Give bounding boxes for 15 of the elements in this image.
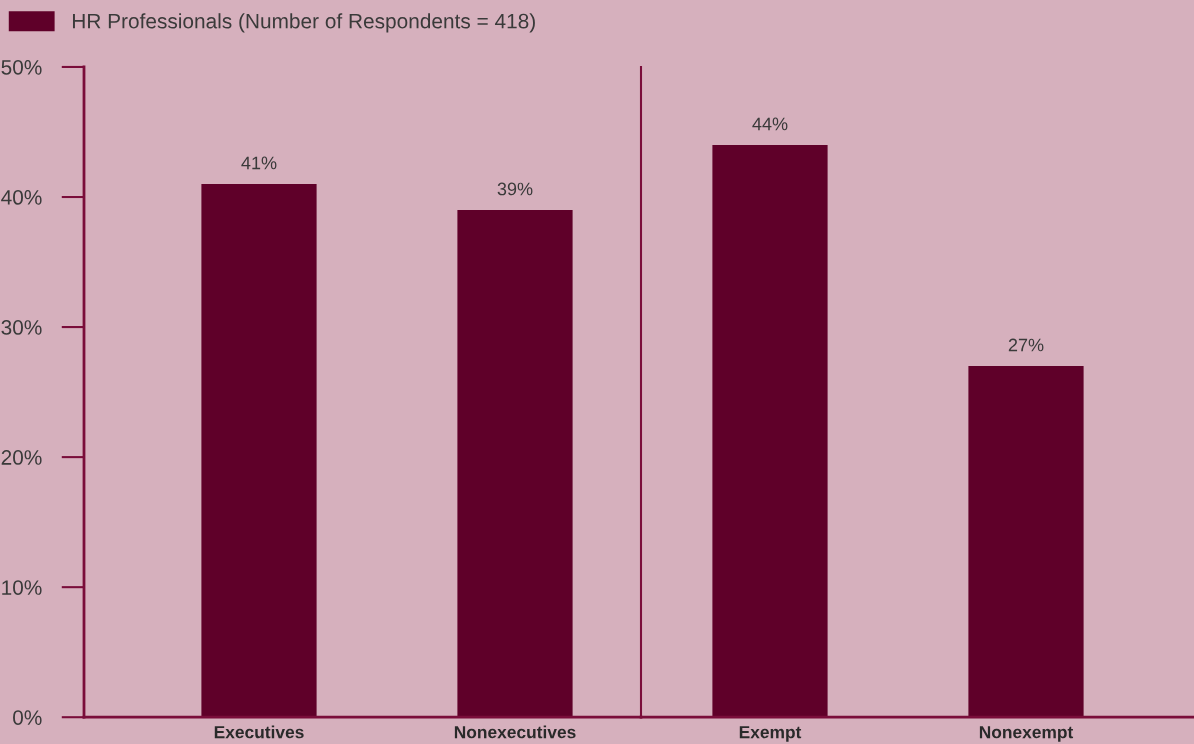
x-tick-label: Exempt (739, 726, 802, 742)
y-tick-label: 30% (1, 320, 42, 335)
text: 41% (241, 156, 277, 170)
x-tick-label: Nonexempt (979, 726, 1074, 742)
y-tick-label: 20% (1, 450, 42, 465)
y-tick-label: 50% (1, 59, 42, 75)
legend-label: HR Professionals (Number of Respondents = 418) (72, 13, 535, 33)
text: 27% (1008, 338, 1044, 352)
y-tick-label: 0% (13, 710, 42, 725)
x-tick-label: Executives (214, 725, 304, 739)
y-tick-label: 40% (1, 190, 42, 205)
y-tick-label: 10% (2, 580, 42, 595)
text: 44% (752, 117, 788, 131)
x-tick-label: Nonexecutives (454, 725, 576, 739)
text: 39% (497, 182, 533, 196)
